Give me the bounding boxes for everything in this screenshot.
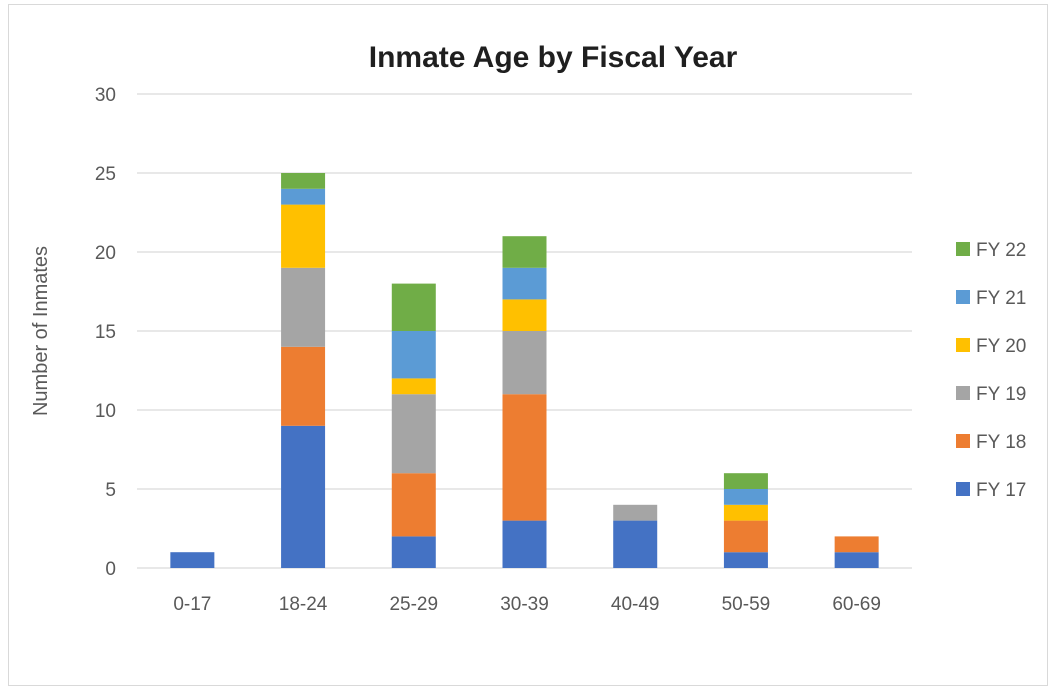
bar-segment-fy-21-30-39 [502,267,547,300]
bar-segment-fy-17-18-24 [281,425,326,568]
bar-segment-fy-21-18-24 [281,188,326,205]
y-axis-label: Number of Inmates [30,246,52,416]
bar-segment-fy-17-25-29 [391,536,436,568]
legend-swatch [956,290,970,304]
legend-label: FY 20 [976,336,1026,357]
legend-swatch [956,482,970,496]
bar-segment-fy-17-0-17 [170,552,215,568]
bar-segment-fy-18-50-59 [723,520,768,553]
legend: FY 22 FY 21 FY 20 FY 19 FY 18 FY 17 [956,240,1026,501]
bar-segment-fy-22-25-29 [391,283,436,331]
bar-segment-fy-19-25-29 [391,394,436,474]
bar-segment-fy-20-25-29 [391,378,436,395]
bar-segment-fy-21-25-29 [391,331,436,379]
x-tick-label: 60-69 [832,594,881,615]
chart-title: Inmate Age by Fiscal Year [369,41,738,74]
bar-segment-fy-22-50-59 [723,473,768,489]
y-tick-label: 5 [105,480,116,501]
legend-label: FY 21 [976,288,1026,309]
bar-segment-fy-21-50-59 [723,489,768,505]
bar-segment-fy-20-50-59 [723,504,768,521]
bar-segment-fy-19-40-49 [613,504,658,521]
bar-segment-fy-22-30-39 [502,236,547,268]
y-tick-label: 10 [95,401,116,422]
legend-swatch [956,242,970,256]
bar-segment-fy-18-18-24 [281,346,326,426]
bar-segment-fy-19-18-24 [281,267,326,347]
x-tick-label: 50-59 [722,594,771,615]
bar-segment-fy-18-25-29 [391,473,436,537]
bars [170,173,879,568]
legend-swatch [956,338,970,352]
bar-segment-fy-18-30-39 [502,394,547,521]
bar-segment-fy-22-18-24 [281,173,326,189]
bar-segment-fy-20-18-24 [281,204,326,268]
y-tick-label: 15 [95,322,116,343]
legend-swatch [956,434,970,448]
bar-segment-fy-17-30-39 [502,520,547,568]
x-tick-label: 40-49 [611,594,660,615]
legend-label: FY 18 [976,432,1026,453]
x-tick-label: 18-24 [279,594,328,615]
y-axis-ticks: 0 5 10 15 20 25 30 [95,85,116,580]
y-tick-label: 25 [95,164,116,185]
x-tick-label: 30-39 [500,594,549,615]
bar-segment-fy-20-30-39 [502,299,547,331]
y-tick-label: 20 [95,243,116,264]
legend-label: FY 22 [976,240,1026,261]
y-tick-label: 30 [95,85,116,106]
legend-label: FY 17 [976,480,1026,501]
legend-swatch [956,386,970,400]
legend-label: FY 19 [976,384,1026,405]
x-tick-label: 25-29 [389,594,438,615]
bar-segment-fy-17-50-59 [723,552,768,568]
bar-segment-fy-17-40-49 [613,520,658,568]
x-axis-ticks: 0-17 18-24 25-29 30-39 40-49 50-59 60-69 [173,594,881,615]
x-tick-label: 0-17 [173,594,211,615]
bar-segment-fy-19-30-39 [502,331,547,395]
bar-segment-fy-18-60-69 [834,536,879,553]
bar-segment-fy-17-60-69 [834,552,879,568]
y-tick-label: 0 [105,559,116,580]
